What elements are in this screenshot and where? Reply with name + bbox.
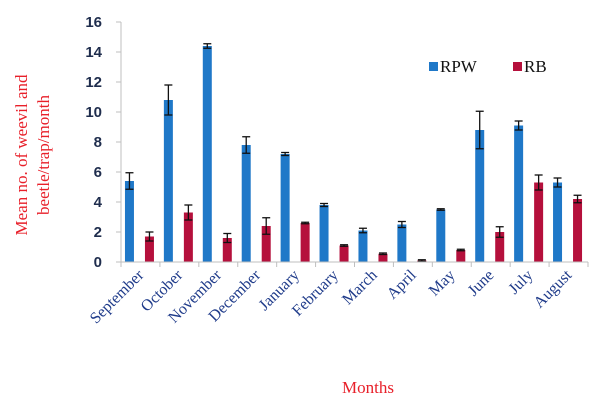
bar-rpw [475,130,485,262]
x-tick-label: September [87,266,148,327]
bar-rpw [553,182,563,262]
y-tick-label: 2 [94,224,102,241]
bar-rpw [163,100,173,262]
x-axis-title: Months [342,378,394,397]
y-tick-label: 12 [85,74,102,91]
bars-group [124,43,583,262]
bar-rpw [202,46,212,262]
x-tick-label: May [426,267,459,300]
bar-rpw [397,224,407,262]
bar-rpw [514,125,524,262]
bar-rpw [436,209,446,262]
y-tick-label: 14 [85,44,102,61]
y-axis-title: Mean no. of weevil and beetle/trap/month [12,74,53,235]
y-tick-label: 4 [94,194,103,211]
x-tick-label: August [531,266,576,311]
x-tick-label: June [465,267,498,300]
legend-swatch-rb [513,62,522,71]
legend-label-rpw: RPW [440,57,478,76]
x-axis: SeptemberOctoberNovemberDecemberJanuaryF… [87,261,589,327]
bar-rb [573,199,583,262]
bar-rb [222,238,232,262]
bar-rb [456,250,466,262]
y-tick-label: 8 [94,134,102,151]
bar-rpw [358,230,368,262]
bar-rb [183,212,193,262]
legend-swatch-rpw [429,62,438,71]
bar-rb [300,223,310,262]
bar-rb [339,245,349,262]
y-axis: 0 2 4 6 8 10 12 14 16 [85,14,122,271]
bar-rpw [319,205,329,262]
bar-rb [261,226,271,262]
y-tick-label: 6 [94,164,102,181]
bar-rpw [124,181,134,262]
legend-label-rb: RB [524,57,547,76]
bar-rb [144,236,154,262]
y-axis-title-line-1: Mean no. of weevil and [12,74,31,235]
bar-rpw [280,154,290,262]
y-axis-title-line-2: beetle/trap/month [34,95,53,215]
x-tick-label: March [339,267,381,309]
bar-rb [378,253,388,262]
y-tick-label: 16 [85,14,102,31]
x-tick-label: July [506,267,537,298]
legend: RPW RB [429,57,547,76]
bar-rpw [241,145,251,262]
y-tick-label: 10 [85,104,102,121]
y-tick-label: 0 [94,254,102,271]
bar-rb [495,232,505,262]
x-tick-label: April [384,266,420,302]
bar-rb [534,182,544,262]
